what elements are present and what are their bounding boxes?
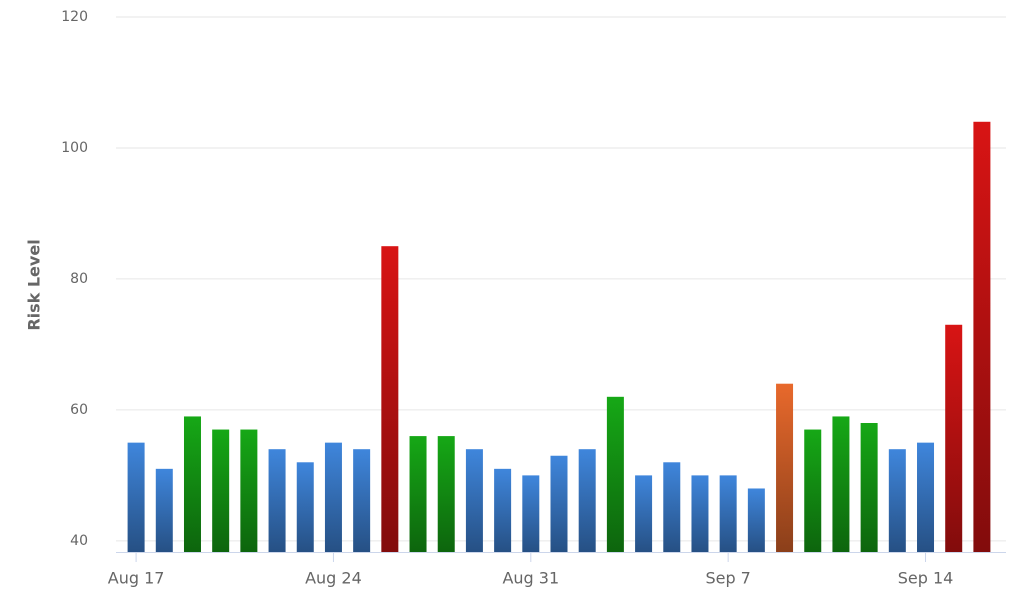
- bar: [691, 475, 709, 552]
- bar: [522, 475, 540, 552]
- bar: [776, 383, 794, 552]
- y-tick-label: 60: [70, 402, 88, 418]
- bar: [155, 468, 173, 552]
- bar: [353, 449, 371, 552]
- bar: [550, 455, 568, 552]
- x-tick-label: Aug 24: [305, 569, 362, 588]
- bar: [381, 246, 399, 552]
- bar: [183, 416, 201, 552]
- bar: [606, 396, 624, 552]
- bar: [917, 442, 935, 552]
- bar: [494, 468, 512, 552]
- bar: [804, 429, 822, 552]
- bar: [437, 436, 455, 552]
- bar: [663, 462, 681, 552]
- bar: [127, 442, 145, 552]
- bar: [465, 449, 483, 552]
- y-axis-title: Risk Level: [25, 239, 44, 330]
- bar: [578, 449, 596, 552]
- bar: [268, 449, 286, 552]
- bar: [240, 429, 258, 552]
- bar: [635, 475, 653, 552]
- bar: [832, 416, 850, 552]
- y-tick-label: 40: [70, 533, 88, 549]
- bar: [296, 462, 314, 552]
- x-tick-label: Aug 17: [108, 569, 165, 588]
- y-tick-label: 100: [61, 140, 88, 156]
- bar: [888, 449, 906, 552]
- bar: [860, 422, 878, 552]
- bar: [719, 475, 737, 552]
- bar: [409, 436, 427, 552]
- bar: [747, 488, 765, 552]
- x-tick-label: Sep 14: [898, 569, 954, 588]
- bar: [973, 121, 991, 552]
- bar: [945, 324, 963, 552]
- bar: [324, 442, 342, 552]
- y-tick-label: 120: [61, 9, 88, 25]
- x-tick-label: Sep 7: [705, 569, 750, 588]
- x-tick-label: Aug 31: [502, 569, 559, 588]
- y-tick-label: 80: [70, 271, 88, 287]
- bar: [212, 429, 230, 552]
